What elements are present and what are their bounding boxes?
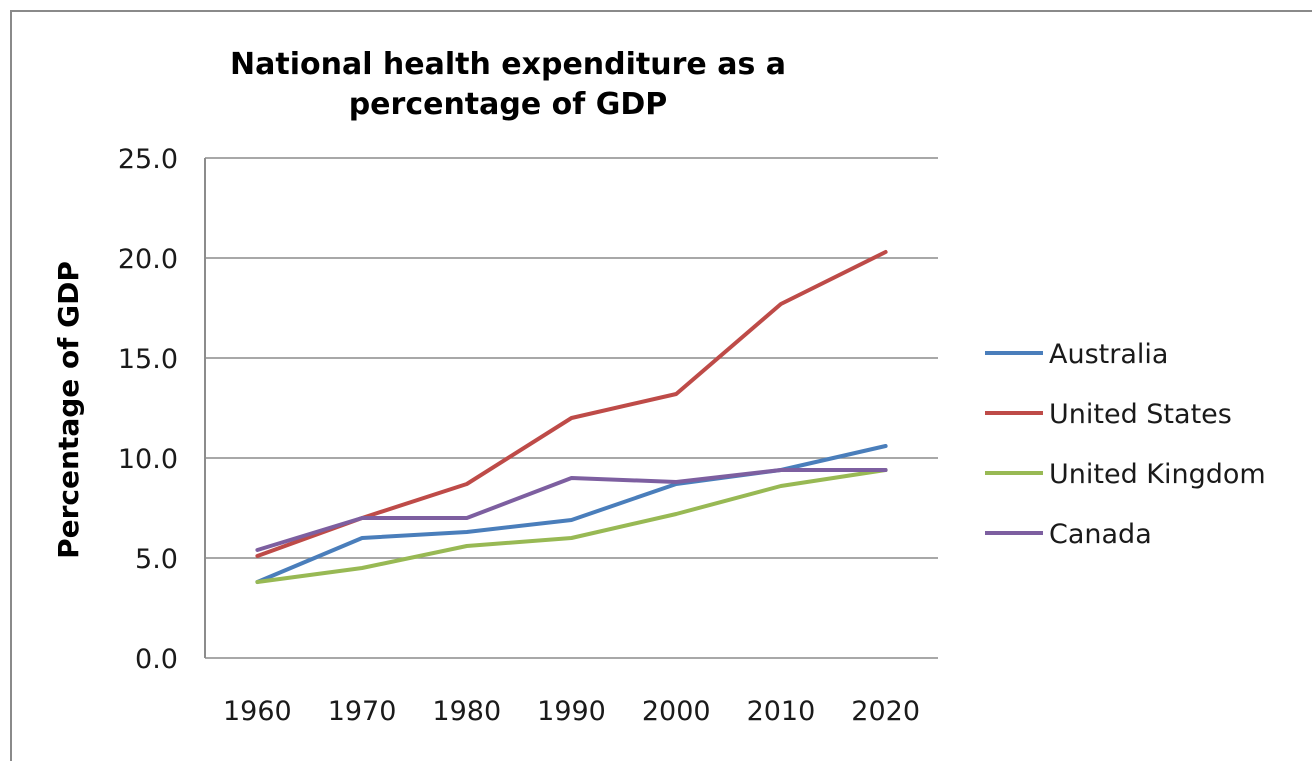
y-tick-label: 5.0 — [135, 544, 178, 575]
x-tick-label: 1990 — [537, 696, 606, 727]
y-tick-label: 15.0 — [118, 344, 178, 375]
x-tick-label: 1980 — [432, 696, 501, 727]
y-tick-labels: 0.0 5.0 10.0 15.0 20.0 25.0 — [118, 144, 178, 675]
x-tick-label: 2000 — [642, 696, 711, 727]
legend-label-united-kingdom: United Kingdom — [1049, 459, 1266, 490]
gridlines — [205, 157, 938, 659]
y-tick-label: 0.0 — [135, 644, 178, 675]
series-line-united-kingdom — [255, 468, 888, 584]
y-axis-label: Percentage of GDP — [52, 261, 85, 559]
legend: Australia United States United Kingdom Cana… — [985, 339, 1266, 550]
x-tick-label: 1960 — [223, 696, 292, 727]
series-line-united-states — [255, 250, 888, 558]
series-lines — [255, 250, 888, 584]
legend-label-australia: Australia — [1049, 339, 1168, 370]
y-tick-label: 25.0 — [118, 144, 178, 175]
y-tick-label: 10.0 — [118, 444, 178, 475]
legend-label-united-states: United States — [1049, 399, 1232, 430]
x-tick-label: 2010 — [747, 696, 816, 727]
chart-frame — [10, 10, 1312, 761]
legend-label-canada: Canada — [1049, 519, 1152, 550]
x-tick-label: 1970 — [328, 696, 397, 727]
series-line-canada — [255, 468, 888, 552]
chart-title-line-2: percentage of GDP — [349, 87, 668, 122]
series-line-australia — [255, 444, 888, 584]
y-tick-label: 20.0 — [118, 244, 178, 275]
x-tick-labels: 1960 1970 1980 1990 2000 2010 2020 — [223, 696, 920, 727]
chart-title-line-1: National health expenditure as a — [230, 47, 786, 82]
x-tick-label: 2020 — [851, 696, 920, 727]
